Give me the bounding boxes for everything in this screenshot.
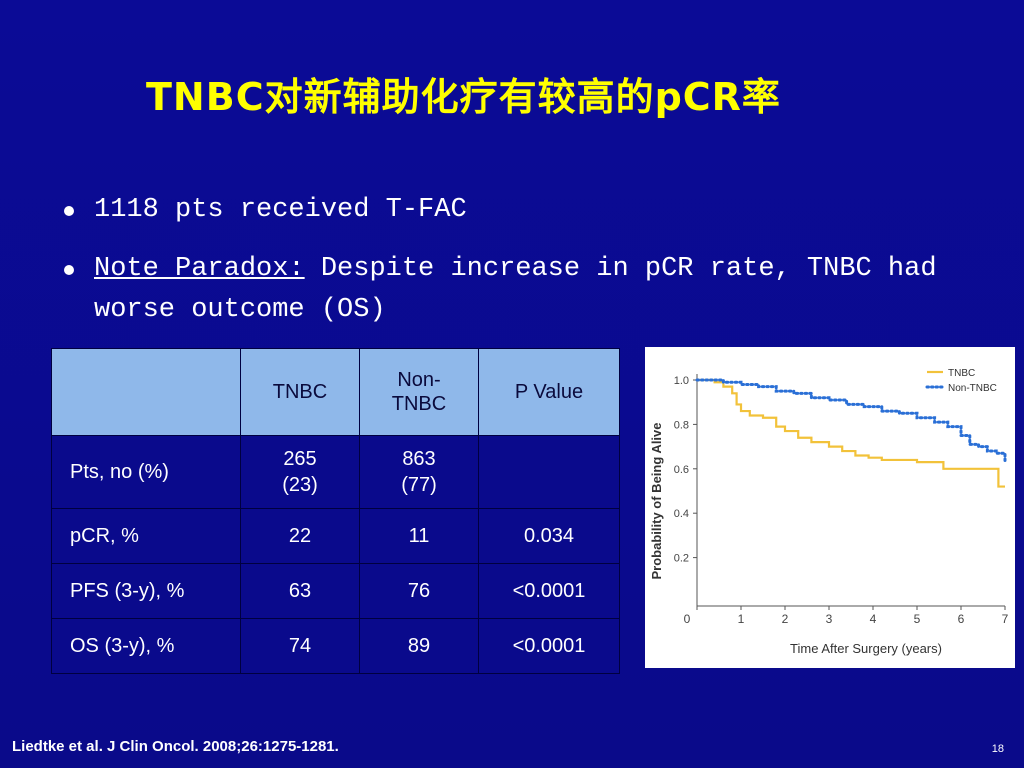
table-cell: 265 (23) xyxy=(240,435,360,509)
x-tick-label: 6 xyxy=(958,612,965,626)
table-cell: <0.0001 xyxy=(478,618,620,674)
table-header-cell: Non-TNBC xyxy=(359,348,479,436)
y-tick-label: 1.0 xyxy=(674,375,689,387)
table-header-row: TNBC Non-TNBC P Value xyxy=(51,348,620,436)
table-cell: OS (3-y), % xyxy=(51,618,241,674)
table-cell: 863 (77) xyxy=(359,435,479,509)
citation: Liedtke et al. J Clin Oncol. 2008;26:127… xyxy=(12,738,339,755)
table-row: OS (3-y), % 74 89 <0.0001 xyxy=(51,618,620,674)
table-cell: 89 xyxy=(359,618,479,674)
cell-text: 863 (77) xyxy=(401,448,437,496)
y-tick-label: 0.4 xyxy=(674,508,689,520)
table-cell: 76 xyxy=(359,563,479,619)
x-axis-label: Time After Surgery (years) xyxy=(790,641,942,656)
cell-text: 265 (23) xyxy=(282,448,318,496)
y-tick-label: 0.6 xyxy=(674,464,689,476)
bullet-item: Note Paradox: Despite increase in pCR ra… xyxy=(62,249,962,331)
x-tick-label: 2 xyxy=(782,612,789,626)
survival-chart-svg: 0.2 0.4 0.6 0.8 1.0 0 1 2 3 4 5 6 7 Time After Surger… xyxy=(649,368,1009,656)
table-cell: pCR, % xyxy=(51,508,241,564)
table-row: PFS (3-y), % 63 76 <0.0001 xyxy=(51,563,620,619)
y-axis-label: Probability of Being Alive xyxy=(649,423,664,580)
table-header-cell: TNBC xyxy=(240,348,360,436)
table-cell: <0.0001 xyxy=(478,563,620,619)
bullet-prefix: Note Paradox: xyxy=(94,254,305,284)
table-cell: 22 xyxy=(240,508,360,564)
x-tick-label: 0 xyxy=(684,612,691,626)
legend-label: TNBC xyxy=(948,368,975,379)
table-cell: 11 xyxy=(359,508,479,564)
table-cell: Pts, no (%) xyxy=(51,435,241,509)
x-tick-label: 4 xyxy=(870,612,877,626)
table-cell: 0.034 xyxy=(478,508,620,564)
y-tick-label: 0.8 xyxy=(674,419,689,431)
legend-label: Non-TNBC xyxy=(948,383,997,394)
series-line-tnbc xyxy=(697,378,1005,488)
table-header-cell xyxy=(51,348,241,436)
bullet-text: Despite increase in pCR rate, TNBC had w… xyxy=(94,254,937,325)
x-tick-label: 3 xyxy=(826,612,833,626)
header-text: Non-TNBC xyxy=(391,369,447,415)
x-tick-label: 5 xyxy=(914,612,921,626)
bullet-text: 1118 pts received T-FAC xyxy=(94,195,467,225)
bullet-dot-icon xyxy=(64,206,74,216)
table-cell xyxy=(478,435,620,509)
bullet-dot-icon xyxy=(64,265,74,275)
x-tick-label: 1 xyxy=(738,612,745,626)
results-table: TNBC Non-TNBC P Value Pts, no (%) 265 (2… xyxy=(51,348,620,674)
page-number: 18 xyxy=(991,743,1004,755)
slide-title: TNBC对新辅助化疗有较高的pCR率 xyxy=(146,75,781,119)
bullet-item: 1118 pts received T-FAC xyxy=(62,190,962,231)
survival-chart: 0.2 0.4 0.6 0.8 1.0 0 1 2 3 4 5 6 7 Time After Surger… xyxy=(645,347,1015,668)
table-cell: PFS (3-y), % xyxy=(51,563,241,619)
bullet-list: 1118 pts received T-FAC Note Paradox: De… xyxy=(62,190,962,349)
y-tick-label: 0.2 xyxy=(674,553,689,565)
table-cell: 74 xyxy=(240,618,360,674)
table-header-cell: P Value xyxy=(478,348,620,436)
x-tick-label: 7 xyxy=(1002,612,1009,626)
table-cell: 63 xyxy=(240,563,360,619)
table-row: Pts, no (%) 265 (23) 863 (77) xyxy=(51,435,620,509)
series-line-non-tnbc xyxy=(695,378,1007,464)
table-row: pCR, % 22 11 0.034 xyxy=(51,508,620,564)
